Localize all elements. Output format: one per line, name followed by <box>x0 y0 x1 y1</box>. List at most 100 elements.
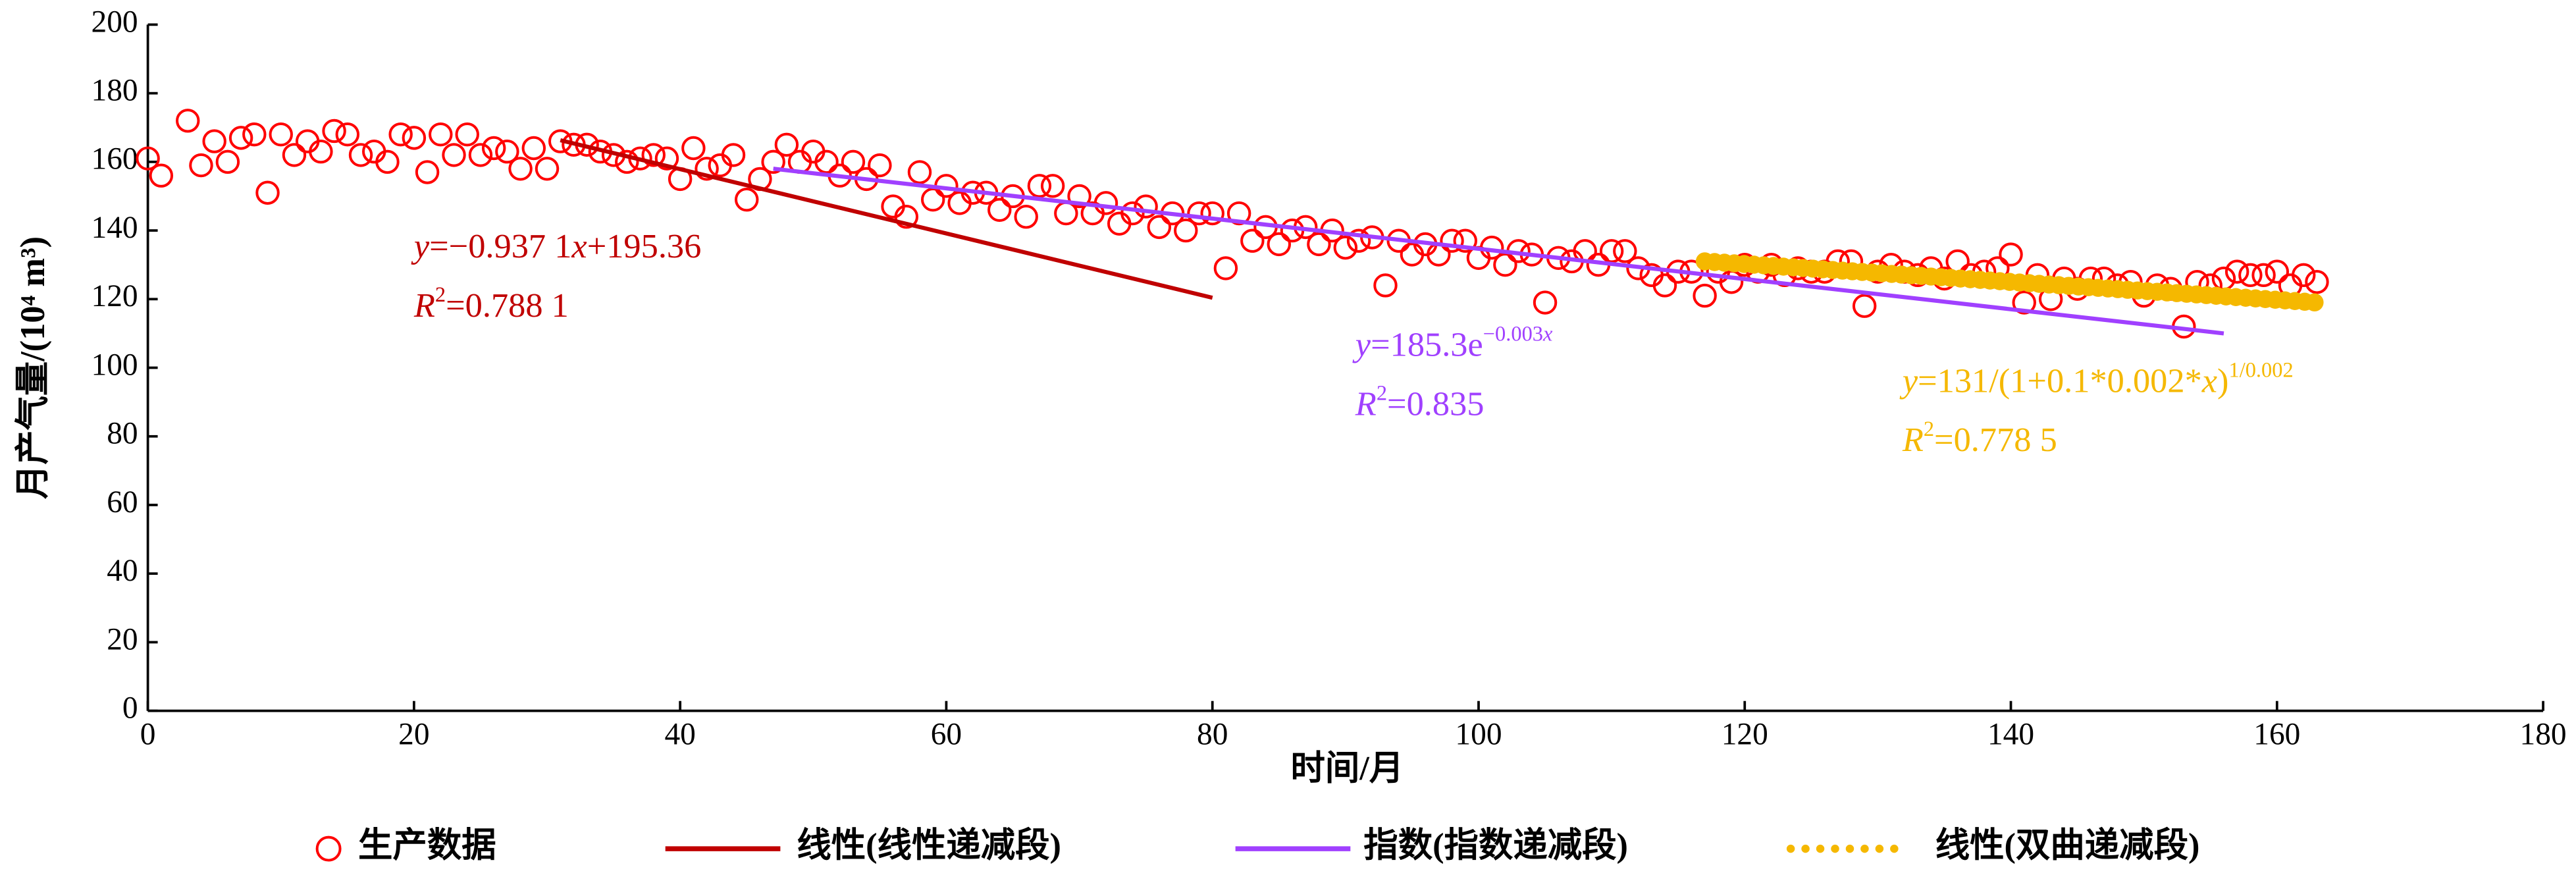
data-point <box>615 149 639 174</box>
data-point <box>1307 232 1331 257</box>
data-point <box>402 126 427 150</box>
annotation-part: 2 <box>1377 382 1387 406</box>
data-point <box>149 163 174 188</box>
y-tick-label: 40 <box>107 554 138 588</box>
x-tick-label: 80 <box>1197 717 1228 751</box>
data-point <box>1613 239 1637 263</box>
data-point <box>415 160 440 184</box>
y-tick-label: 60 <box>107 485 138 519</box>
data-point <box>1120 201 1145 226</box>
data-point <box>641 143 666 167</box>
data-point <box>242 122 267 147</box>
annotation-part: 2 <box>435 283 446 307</box>
data-point <box>495 140 519 164</box>
annotation-part: y <box>1352 326 1371 364</box>
annotation-part: =0.788 1 <box>446 286 569 325</box>
annotation-part: R <box>413 286 435 325</box>
data-point <box>841 149 866 174</box>
annotation-part: 1/0.002 <box>2229 359 2294 383</box>
data-point <box>654 146 679 171</box>
x-tick-label: 0 <box>140 717 156 751</box>
annotation: R2=0.778 5 <box>1902 418 2057 460</box>
data-point <box>136 146 160 171</box>
data-point <box>2224 259 2249 284</box>
data-point <box>535 157 560 181</box>
data-point <box>1652 273 1677 298</box>
data-point <box>1693 283 1717 308</box>
y-axis-title: 月产气量/(10⁴ m³) <box>14 236 52 499</box>
annotation-part: =131/(1+0.1*0.002* <box>1918 361 2202 400</box>
data-point <box>1040 174 1065 198</box>
data-point <box>202 129 226 153</box>
data-point <box>1453 228 1477 253</box>
trend-dotted <box>1695 252 2326 312</box>
y-tick-label: 200 <box>92 5 138 39</box>
data-point <box>1147 215 1172 240</box>
data-point <box>1493 252 1517 277</box>
data-point <box>681 136 706 161</box>
annotation: R2=0.788 1 <box>413 283 569 325</box>
data-point <box>1533 290 1558 315</box>
data-point <box>269 122 293 147</box>
y-tick-label: 140 <box>92 211 138 245</box>
data-point <box>907 160 932 184</box>
data-point <box>1213 256 1238 280</box>
data-point <box>920 187 945 212</box>
y-tick-label: 160 <box>92 142 138 176</box>
x-tick-label: 160 <box>2253 717 2300 751</box>
x-tick-label: 40 <box>664 717 695 751</box>
data-point <box>1373 273 1398 298</box>
y-tick-label: 180 <box>92 74 138 108</box>
data-point <box>255 180 280 205</box>
x-tick-label: 20 <box>398 717 429 751</box>
data-point <box>814 149 839 174</box>
data-point <box>442 143 466 167</box>
annotation-part: =185.3e <box>1371 326 1483 364</box>
data-point <box>1852 294 1877 318</box>
data-point <box>1134 194 1158 219</box>
annotation-part: =0.835 <box>1387 384 1484 423</box>
x-axis-title: 时间/月 <box>1290 749 1404 787</box>
legend-label: 指数(指数递减段) <box>1363 826 1628 864</box>
data-point <box>1999 242 2023 267</box>
data-point <box>868 153 892 178</box>
annotation-part: 2 <box>1924 418 1934 442</box>
data-point <box>1240 228 1265 253</box>
data-point <box>1226 201 1251 226</box>
data-point <box>176 109 200 133</box>
annotation-part: +195.36 <box>587 227 702 265</box>
data-point <box>2251 263 2276 288</box>
annotation-part: y <box>1899 361 1918 400</box>
annotation-part: ) <box>2217 361 2228 400</box>
x-tick-label: 180 <box>2520 717 2567 751</box>
annotation-part: x <box>1542 323 1553 346</box>
data-point <box>1945 249 1970 274</box>
legend-marker <box>315 835 342 862</box>
x-tick-label: 100 <box>1455 717 1502 751</box>
data-point <box>2265 259 2290 284</box>
data-point <box>987 198 1012 223</box>
data-point <box>348 143 373 167</box>
data-point <box>1067 184 1091 209</box>
y-tick-label: 100 <box>92 348 138 382</box>
annotation: R2=0.835 <box>1355 382 1485 423</box>
annotation-part: x <box>2201 361 2217 400</box>
data-point <box>322 119 346 144</box>
data-point <box>735 187 759 212</box>
data-point <box>1267 232 1291 257</box>
data-point <box>215 149 240 174</box>
data-point <box>2292 263 2316 288</box>
annotation: y=−0.937 1x+195.36 <box>411 227 701 265</box>
annotation-part: =−0.937 1 <box>429 227 571 265</box>
data-point <box>481 136 506 161</box>
trend-line <box>560 138 1213 300</box>
annotation-part: R <box>1355 384 1377 423</box>
data-point <box>508 157 533 181</box>
y-tick-label: 0 <box>122 691 138 726</box>
annotation-part: y <box>411 227 430 265</box>
data-point <box>1200 201 1224 226</box>
data-point <box>455 122 479 147</box>
data-point <box>695 157 719 181</box>
data-point <box>228 126 253 150</box>
